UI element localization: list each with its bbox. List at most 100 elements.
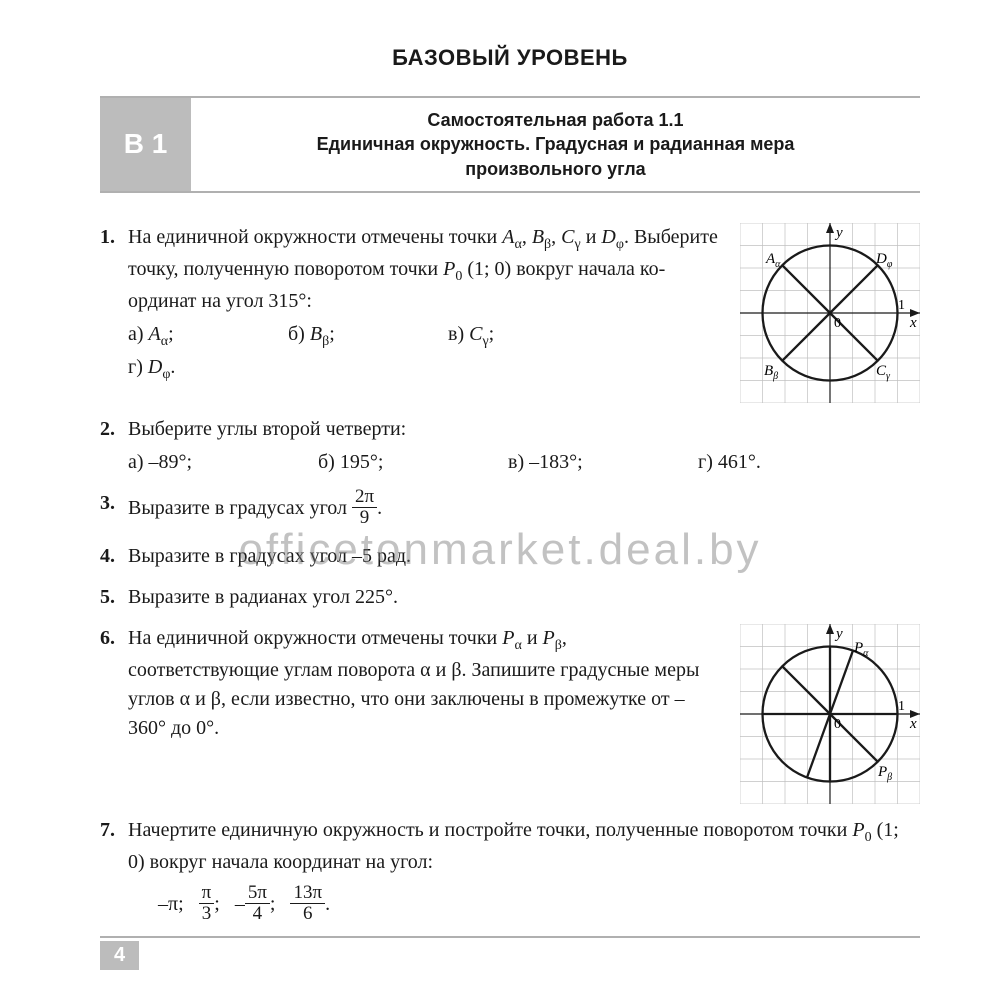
section-title-line2: Единичная окружность. Градусная и радиан… — [317, 134, 795, 154]
og: г) — [128, 356, 148, 378]
task-1-number: 1. — [100, 223, 115, 252]
and1: и — [581, 226, 602, 248]
t7e2: π3 — [199, 883, 215, 924]
task-1-figure: y x 0 1 Aα Dφ Bβ Cγ — [740, 223, 920, 403]
t1-A: A — [502, 226, 514, 248]
task-1: 1. На единичной окружности отмечены точк… — [100, 223, 920, 403]
svg-text:0: 0 — [834, 717, 841, 732]
t7e3: 5π4 — [245, 883, 270, 924]
section-title-line1: Самостоятельная работа 1.1 — [427, 110, 683, 130]
ovC: C — [469, 323, 482, 345]
t7p0: P — [852, 819, 864, 841]
t1-C: C — [561, 226, 574, 248]
svg-text:0: 0 — [834, 316, 841, 331]
task-1-options: а) Aα; б) Bβ; в) Cγ; г) Dφ. — [128, 320, 722, 385]
task-2-number: 2. — [100, 415, 115, 444]
t7e1: –π; — [158, 893, 184, 915]
t2-a: а) –89°; — [128, 448, 248, 477]
task-5: 5. Выразите в радианах угол 225°. — [100, 583, 920, 612]
task-7: 7. Начертите единичную окружность и пост… — [100, 816, 920, 926]
svg-text:Aα: Aα — [765, 251, 781, 270]
t7e3d: 4 — [245, 904, 270, 924]
obsem: ; — [329, 323, 335, 345]
section-title: Самостоятельная работа 1.1 Единичная окр… — [191, 98, 920, 191]
oaAs: α — [161, 334, 168, 349]
ogdot: . — [170, 356, 175, 378]
t7e2p: ; — [214, 893, 220, 915]
t2-g: г) 461°. — [698, 448, 818, 477]
page-number: 4 — [100, 941, 139, 970]
task-6-text: На единичной окружности отмечены точ­ки … — [128, 624, 722, 743]
variant-badge: В 1 — [100, 98, 191, 191]
ov: в) — [448, 323, 469, 345]
t6Pas: α — [514, 638, 521, 653]
oaA: A — [149, 323, 161, 345]
t1-B: B — [532, 226, 544, 248]
t7e4d: 6 — [290, 904, 325, 924]
obB: B — [310, 323, 322, 345]
t6Pbs: β — [555, 638, 562, 653]
ogD: D — [148, 356, 162, 378]
task-4: 4. Выразите в градусах угол –5 рад. — [100, 542, 920, 571]
task-3: 3. Выразите в градусах угол 2π9. — [100, 489, 920, 530]
section-header: В 1 Самостоятельная работа 1.1 Единичная… — [100, 96, 920, 193]
t7e3n: 5π — [245, 883, 270, 904]
task-6-number: 6. — [100, 624, 115, 653]
t1-p0: P — [443, 258, 455, 280]
task-2: 2. Выберите углы второй четверти: а) –89… — [100, 415, 920, 477]
section-title-line3: произвольного угла — [465, 159, 645, 179]
oasem: ; — [168, 323, 174, 345]
t6Pa: P — [502, 627, 514, 649]
t7e2d: 3 — [199, 904, 215, 924]
t3-frac: 2π9 — [352, 487, 377, 528]
task-2-options: а) –89°; б) 195°; в) –183°; г) 461°. — [128, 448, 920, 477]
t7p0s: 0 — [865, 830, 872, 845]
t7-text-b: вокруг начала координат на угол: — [145, 851, 433, 873]
t7e4n: 13π — [290, 883, 325, 904]
task-4-number: 4. — [100, 542, 115, 571]
task-6: 6. На единичной окружности отмечены точ­… — [100, 624, 920, 804]
t3n: 2π — [352, 487, 377, 508]
task-7-number: 7. — [100, 816, 115, 845]
oa: а) — [128, 323, 149, 345]
tasks-list: 1. На единичной окружности отмечены точк… — [100, 223, 920, 926]
t1-opt-a: а) Aα; — [128, 320, 248, 352]
t1-D: D — [601, 226, 615, 248]
t7e3p: ; — [270, 893, 276, 915]
t2-text: Выберите углы второй четверти: — [128, 418, 406, 440]
svg-text:y: y — [834, 225, 843, 241]
t3-text: Выразите в градусах угол — [128, 497, 352, 519]
svg-text:1: 1 — [898, 298, 905, 313]
t1-D-sub: φ — [616, 237, 624, 252]
t6Pb: P — [543, 627, 555, 649]
svg-text:Dφ: Dφ — [875, 251, 893, 270]
t6-text-a: На единичной окружности отмечены точ­ки — [128, 627, 502, 649]
t3dot: . — [377, 497, 382, 519]
t1-p0-coords: (1; 0) — [462, 258, 511, 280]
t1-text-a: На единичной окружности отмечены точки — [128, 226, 502, 248]
svg-text:Cγ: Cγ — [876, 363, 891, 382]
ovsem: ; — [489, 323, 495, 345]
svg-text:Pα: Pα — [853, 640, 869, 659]
t7e4: 13π6 — [290, 883, 325, 924]
level-title: БАЗОВЫЙ УРОВЕНЬ — [100, 45, 920, 71]
c1: , — [522, 226, 532, 248]
t7e2n: π — [199, 883, 215, 904]
t3d: 9 — [352, 508, 377, 528]
ob: б) — [288, 323, 310, 345]
t2-b: б) 195°; — [318, 448, 438, 477]
t6and: и — [522, 627, 543, 649]
t7e3pre: – — [235, 893, 245, 915]
task-6-figure: y x 0 1 Pα Pβ — [740, 624, 920, 804]
t5-text: Выразите в радианах угол 225°. — [128, 586, 398, 608]
t7e4p: . — [325, 893, 330, 915]
t1-opt-b: б) Bβ; — [288, 320, 408, 352]
footer: 4 — [100, 936, 920, 970]
svg-text:Pβ: Pβ — [877, 764, 892, 783]
t2-v: в) –183°; — [508, 448, 628, 477]
task-3-number: 3. — [100, 489, 115, 518]
task-1-text: На единичной окружности отмечены точки A… — [128, 223, 722, 385]
t4-text: Выразите в градусах угол –5 рад. — [128, 545, 411, 567]
svg-text:1: 1 — [898, 699, 905, 714]
t1-A-sub: α — [514, 237, 521, 252]
